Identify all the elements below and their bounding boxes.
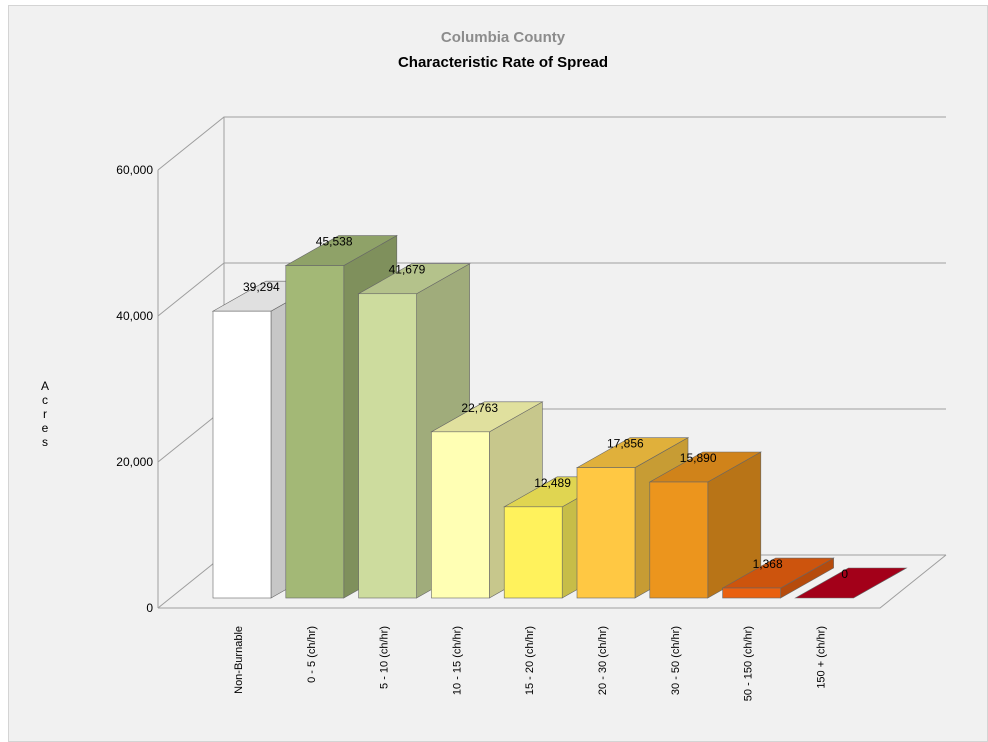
bar-front <box>504 507 562 598</box>
data-label: 17,856 <box>607 437 644 451</box>
y-axis-label-letter: A <box>41 379 49 393</box>
bar-front <box>213 311 271 598</box>
bars <box>213 236 906 598</box>
chart-title: Characteristic Rate of Spread <box>398 54 608 71</box>
data-label: 0 <box>841 567 848 581</box>
data-label: 22,763 <box>461 401 498 415</box>
x-tick-label: 10 - 15 (ch/hr) <box>451 626 463 695</box>
x-tick-label: 30 - 50 (ch/hr) <box>670 626 682 695</box>
y-tick-label: 40,000 <box>116 309 153 323</box>
bar-front <box>431 432 489 598</box>
data-label: 1,368 <box>753 557 783 571</box>
bar-front <box>286 266 344 598</box>
y-tick-label: 60,000 <box>116 163 153 177</box>
x-axis-labels: Non-Burnable 0 - 5 (ch/hr) 5 - 10 (ch/hr) 1… <box>233 626 827 701</box>
x-tick-label: 15 - 20 (ch/hr) <box>524 626 536 695</box>
data-label: 41,679 <box>389 263 426 277</box>
chart-subtitle: Columbia County <box>441 29 566 46</box>
y-tick-label: 20,000 <box>116 455 153 469</box>
bar-front <box>359 294 417 598</box>
y-axis-label-letter: s <box>42 435 48 449</box>
y-axis-ticks: 0 20,000 40,000 60,000 <box>116 163 153 615</box>
x-tick-label: 50 - 150 (ch/hr) <box>743 626 755 701</box>
x-tick-label: 150 + (ch/hr) <box>815 626 827 689</box>
bar-front <box>723 588 781 598</box>
y-tick-label: 0 <box>146 601 153 615</box>
data-label: 12,489 <box>534 476 571 490</box>
bar-front <box>650 482 708 598</box>
x-tick-label: 0 - 5 (ch/hr) <box>306 626 318 683</box>
bar-front <box>577 468 635 598</box>
y-axis-label-letter: c <box>42 393 48 407</box>
x-tick-label: Non-Burnable <box>233 626 245 694</box>
x-tick-label: 5 - 10 (ch/hr) <box>379 626 391 689</box>
gridline <box>158 117 946 170</box>
y-axis-label-letter: e <box>42 421 49 435</box>
y-axis-label-letter: r <box>43 407 47 421</box>
data-label: 15,890 <box>680 451 717 465</box>
x-tick-label: 20 - 30 (ch/hr) <box>597 626 609 695</box>
data-label: 39,294 <box>243 280 280 294</box>
data-label: 45,538 <box>316 235 353 249</box>
